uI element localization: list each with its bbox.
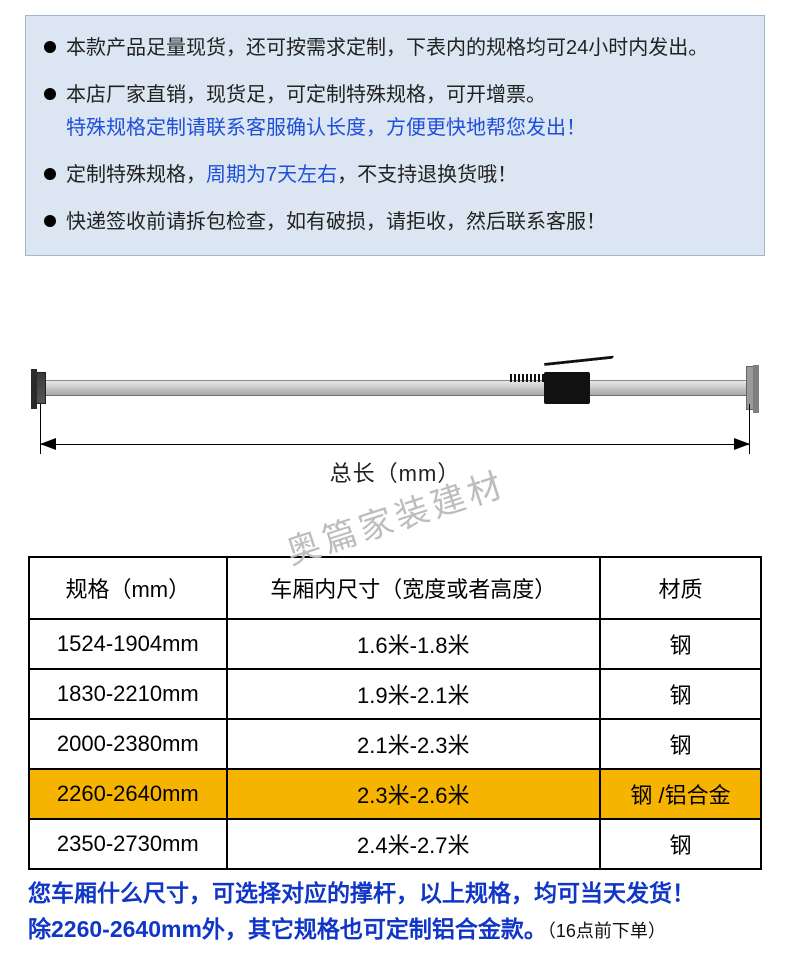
spec-table-container: 规格（mm）车厢内尺寸（宽度或者高度）材质 1524-1904mm1.6米-1.… (28, 556, 762, 870)
table-cell: 钢 (600, 669, 761, 719)
product-diagram: 总长（mm） 奥篇家装建材 (0, 296, 790, 556)
table-row: 2260-2640mm2.3米-2.6米钢 /铝合金 (29, 769, 761, 819)
notice-text: 本店厂家直销，现货足，可定制特殊规格，可开增票。 (66, 81, 546, 110)
table-cell: 钢 (600, 719, 761, 769)
table-cell: 钢 /铝合金 (600, 769, 761, 819)
table-cell: 1.9米-2.1米 (227, 669, 600, 719)
notice-box: 本款产品足量现货，还可按需求定制，下表内的规格均可24小时内发出。本店厂家直销，… (25, 15, 765, 256)
footer-line-1: 您车厢什么尺寸，可选择对应的撑杆，以上规格，均可当天发货！ (28, 880, 695, 906)
notice-item: 本店厂家直销，现货足，可定制特殊规格，可开增票。特殊规格定制请联系客服确认长度，… (44, 81, 746, 143)
cargo-bar-illustration (40, 366, 750, 408)
bullet-icon (44, 215, 56, 227)
table-row: 1524-1904mm1.6米-1.8米钢 (29, 619, 761, 669)
table-cell: 2.4米-2.7米 (227, 819, 600, 869)
table-cell: 2000-2380mm (29, 719, 227, 769)
footer-note: 您车厢什么尺寸，可选择对应的撑杆，以上规格，均可当天发货！ 除2260-2640… (28, 876, 762, 947)
table-row: 2350-2730mm2.4米-2.7米钢 (29, 819, 761, 869)
footer-line-2-main: 除2260-2640mm外，其它规格也可定制铝合金款。 (28, 916, 547, 942)
notice-subtext: 特殊规格定制请联系客服确认长度，方便更快地帮您发出！ (66, 114, 746, 143)
notice-item: 快递签收前请拆包检查，如有破损，请拒收，然后联系客服！ (44, 208, 746, 237)
spec-table: 规格（mm）车厢内尺寸（宽度或者高度）材质 1524-1904mm1.6米-1.… (28, 556, 762, 870)
notice-text: 本款产品足量现货，还可按需求定制，下表内的规格均可24小时内发出。 (66, 34, 708, 63)
bullet-icon (44, 168, 56, 180)
table-header: 规格（mm） (29, 557, 227, 619)
notice-text: 快递签收前请拆包检查，如有破损，请拒收，然后联系客服！ (66, 208, 606, 237)
bullet-icon (44, 88, 56, 100)
notice-text: 定制特殊规格，周期为7天左右，不支持退换货哦！ (66, 161, 517, 190)
table-cell: 1.6米-1.8米 (227, 619, 600, 669)
table-cell: 2.3米-2.6米 (227, 769, 600, 819)
table-cell: 2.1米-2.3米 (227, 719, 600, 769)
table-cell: 1830-2210mm (29, 669, 227, 719)
table-row: 1830-2210mm1.9米-2.1米钢 (29, 669, 761, 719)
bullet-icon (44, 41, 56, 53)
table-cell: 1524-1904mm (29, 619, 227, 669)
table-row: 2000-2380mm2.1米-2.3米钢 (29, 719, 761, 769)
table-header: 材质 (600, 557, 761, 619)
table-cell: 2260-2640mm (29, 769, 227, 819)
dimension-label: 总长（mm） (0, 456, 790, 488)
footer-line-2-paren: （16点前下单） (547, 921, 666, 941)
table-header: 车厢内尺寸（宽度或者高度） (227, 557, 600, 619)
table-cell: 钢 (600, 819, 761, 869)
notice-item: 本款产品足量现货，还可按需求定制，下表内的规格均可24小时内发出。 (44, 34, 746, 63)
table-cell: 钢 (600, 619, 761, 669)
notice-item: 定制特殊规格，周期为7天左右，不支持退换货哦！ (44, 161, 746, 190)
table-cell: 2350-2730mm (29, 819, 227, 869)
